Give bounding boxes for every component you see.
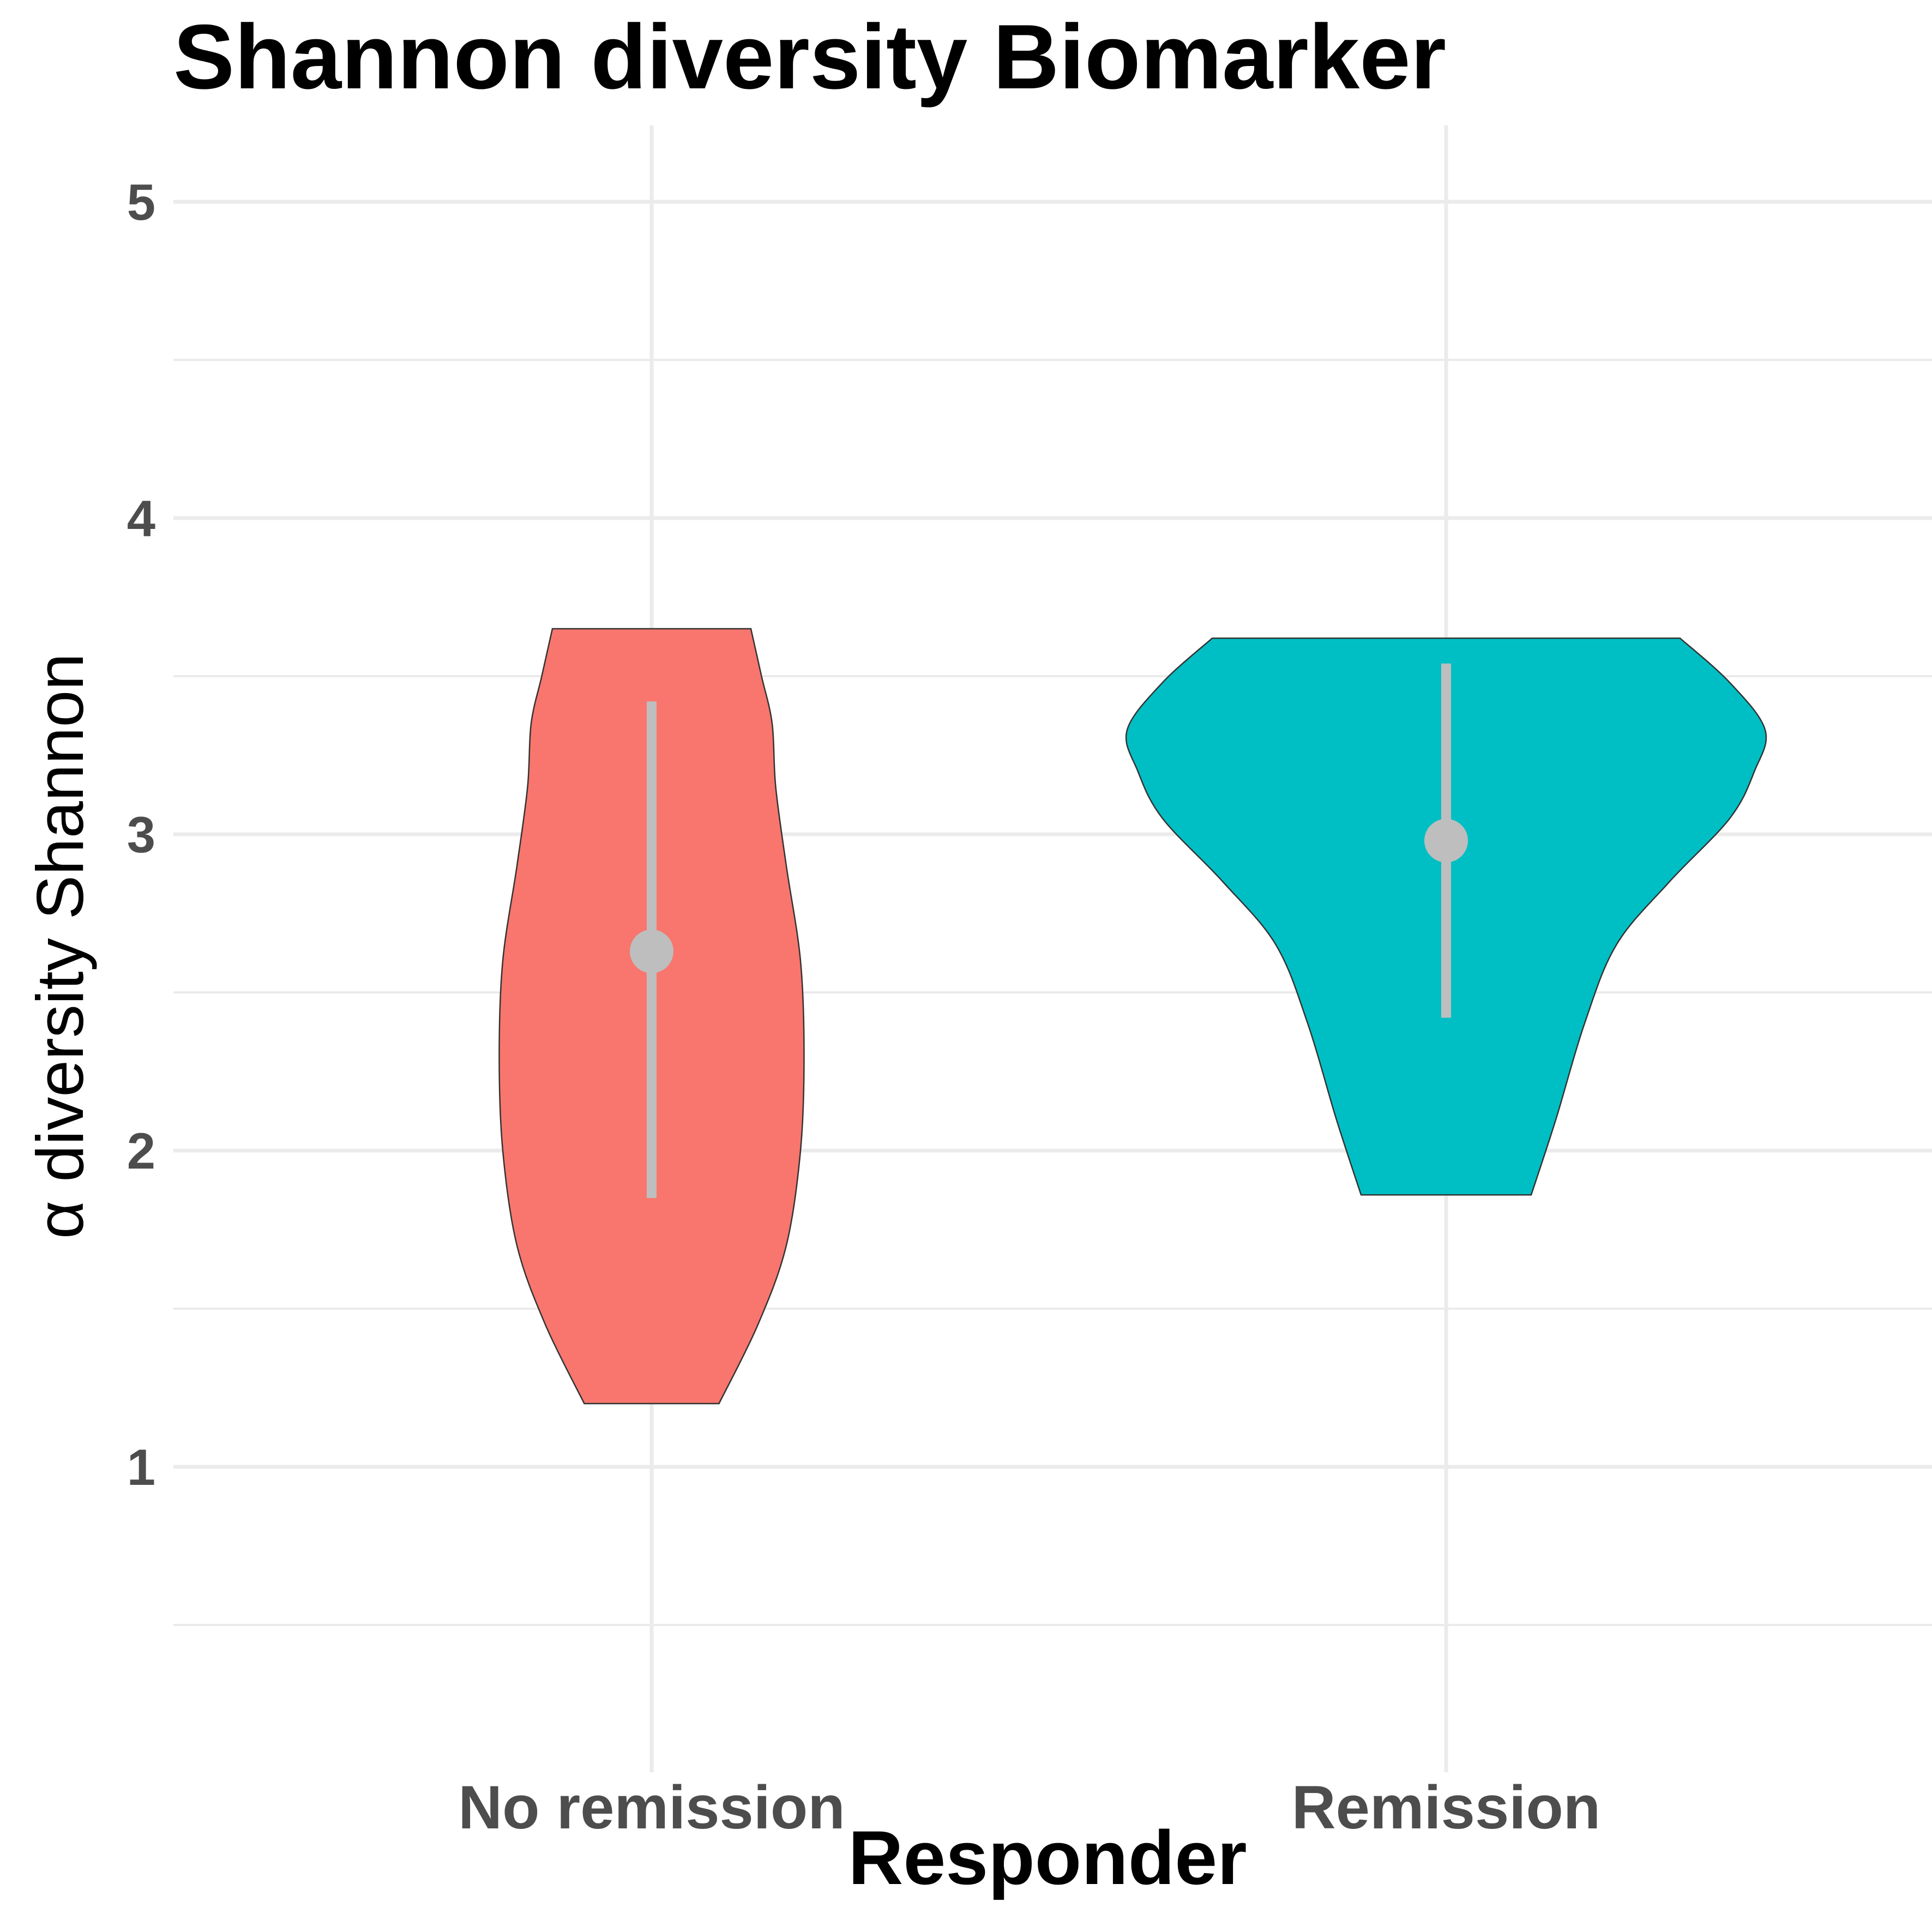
x-axis-label: Responder [848, 1815, 1247, 1900]
x-tick-label: Remission [1292, 1773, 1600, 1841]
y-tick-label: 1 [127, 1439, 155, 1496]
x-axis-ticks: No remission Remission [458, 1773, 1600, 1841]
chart-title: Shannon diversity Biomarker [173, 5, 1446, 108]
grid-lines [173, 125, 1932, 1772]
y-axis-label: α diversity Shannon [23, 653, 97, 1239]
y-tick-label: 3 [127, 806, 155, 863]
error-bars [630, 663, 1468, 1198]
mean-point [1424, 818, 1468, 863]
violins [498, 628, 1767, 1405]
mean-point [630, 929, 673, 973]
y-tick-label: 2 [127, 1122, 155, 1179]
y-tick-label: 5 [127, 173, 155, 231]
x-tick-label: No remission [458, 1773, 845, 1841]
y-axis-ticks: 1 2 3 4 5 [127, 173, 155, 1496]
y-tick-label: 4 [127, 490, 155, 547]
